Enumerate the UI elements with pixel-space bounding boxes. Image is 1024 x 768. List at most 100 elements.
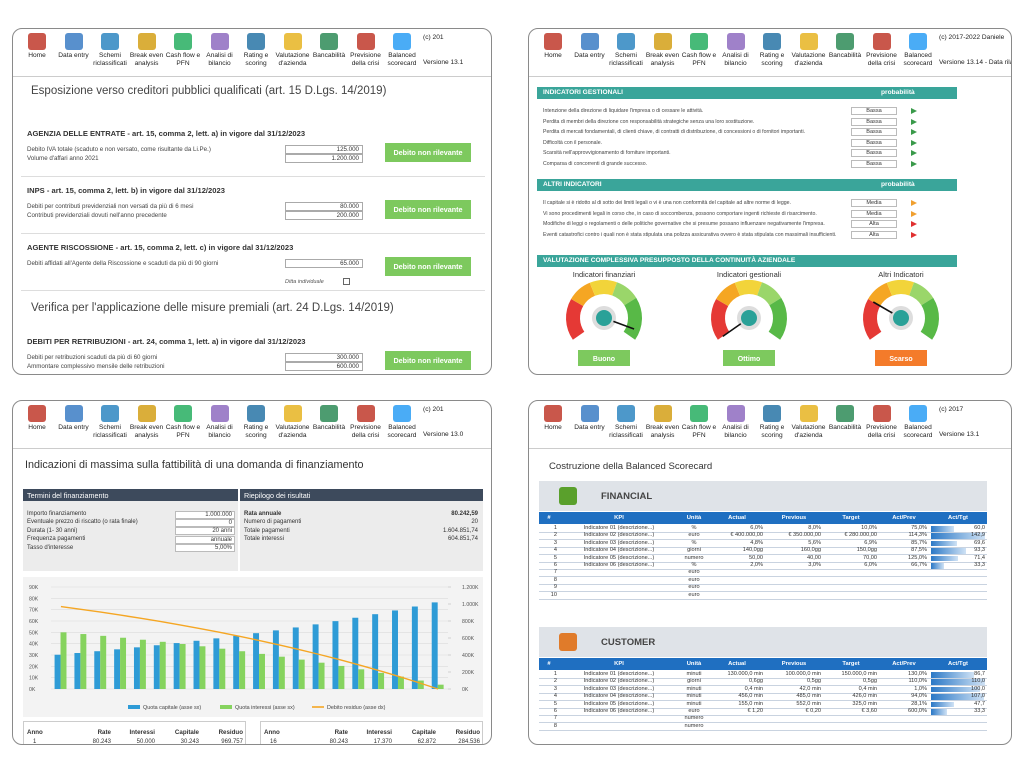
toolbar-icon[interactable]	[247, 33, 265, 50]
toolbar-label[interactable]: Bancabilità	[312, 52, 346, 59]
toolbar-icon[interactable]	[28, 405, 46, 422]
toolbar-icon[interactable]	[909, 405, 927, 422]
toolbar-label[interactable]: Data entry	[574, 52, 605, 59]
status-button[interactable]: Debito non rilevante	[385, 143, 471, 162]
toolbar-icon[interactable]	[872, 33, 891, 50]
toolbar-icon[interactable]	[544, 33, 562, 50]
toolbar-icon[interactable]	[137, 405, 156, 422]
toolbar-icon[interactable]	[101, 33, 119, 50]
toolbar-icon[interactable]	[653, 33, 672, 50]
toolbar-label[interactable]: Break even analysis	[129, 424, 164, 439]
toolbar-icon[interactable]	[64, 405, 83, 422]
toolbar-label[interactable]: Valutazione d'azienda	[275, 52, 310, 67]
toolbar-icon[interactable]	[653, 405, 672, 422]
level-box[interactable]: Bassa	[851, 128, 897, 136]
toolbar-icon[interactable]	[64, 33, 83, 50]
level-box[interactable]: Media	[851, 199, 897, 207]
status-button[interactable]: Debito non rilevante	[385, 257, 471, 276]
toolbar-label[interactable]: Break even analysis	[129, 52, 164, 67]
status-button[interactable]: Debito non rilevante	[385, 351, 471, 370]
toolbar-label[interactable]: Valutazione d'azienda	[791, 52, 826, 67]
toolbar-label[interactable]: Balanced scorecard	[903, 424, 933, 439]
toolbar-icon[interactable]	[174, 405, 192, 422]
toolbar-icon[interactable]	[544, 405, 562, 422]
toolbar-label[interactable]: Bancabilità	[828, 52, 862, 59]
toolbar-icon[interactable]	[909, 33, 927, 50]
toolbar-label[interactable]: Valutazione d'azienda	[275, 424, 310, 439]
toolbar-icon[interactable]	[356, 33, 375, 50]
level-box[interactable]: Bassa	[851, 138, 897, 147]
toolbar-icon[interactable]	[320, 405, 338, 422]
toolbar-label[interactable]: Data entry	[58, 424, 89, 431]
checkbox[interactable]	[343, 278, 350, 285]
toolbar-icon[interactable]	[393, 33, 411, 50]
level-box[interactable]: Bassa	[851, 149, 897, 157]
toolbar-label[interactable]: Home	[544, 424, 562, 431]
toolbar-icon[interactable]	[763, 405, 781, 422]
toolbar-label[interactable]: Previsione della crisi	[350, 424, 381, 439]
toolbar-label[interactable]: Bancabilità	[828, 424, 862, 431]
toolbar-icon[interactable]	[580, 33, 599, 50]
toolbar-icon[interactable]	[137, 33, 156, 50]
toolbar-label[interactable]: Analisi di bilancio	[206, 52, 233, 67]
status-button[interactable]: Debito non rilevante	[385, 200, 471, 219]
level-box[interactable]: Bassa	[851, 117, 897, 126]
toolbar-icon[interactable]	[210, 33, 229, 50]
toolbar-icon[interactable]	[836, 405, 854, 422]
toolbar-label[interactable]: Data entry	[58, 52, 89, 59]
toolbar-icon[interactable]	[726, 33, 745, 50]
toolbar-label[interactable]: Bancabilità	[312, 424, 346, 431]
toolbar-icon[interactable]	[690, 405, 708, 422]
toolbar-icon[interactable]	[283, 33, 302, 50]
toolbar-icon[interactable]	[799, 33, 818, 50]
toolbar-label[interactable]: Valutazione d'azienda	[791, 424, 826, 439]
level-box[interactable]: Bassa	[851, 159, 897, 168]
toolbar-icon[interactable]	[283, 405, 302, 422]
toolbar-icon[interactable]	[320, 33, 338, 50]
toolbar-label[interactable]: Cash flow e PFN	[165, 52, 201, 67]
toolbar-label[interactable]: Schemi riclassificati	[93, 424, 127, 439]
toolbar-icon[interactable]	[580, 405, 599, 422]
toolbar-label[interactable]: Analisi di bilancio	[722, 424, 749, 439]
toolbar-label[interactable]: Balanced scorecard	[903, 52, 933, 67]
toolbar-label[interactable]: Schemi riclassificati	[609, 424, 643, 439]
toolbar-icon[interactable]	[763, 33, 781, 50]
toolbar-label[interactable]: Cash flow e PFN	[681, 424, 717, 439]
toolbar-label[interactable]: Rating e scoring	[243, 52, 269, 67]
toolbar-label[interactable]: Rating e scoring	[759, 424, 785, 439]
toolbar-label[interactable]: Break even analysis	[645, 424, 680, 439]
toolbar-icon[interactable]	[101, 405, 119, 422]
toolbar-label[interactable]: Schemi riclassificati	[609, 52, 643, 67]
level-box[interactable]: Alta	[851, 230, 897, 239]
toolbar-label[interactable]: Balanced scorecard	[387, 52, 417, 67]
toolbar-icon[interactable]	[872, 405, 891, 422]
toolbar-label[interactable]: Previsione della crisi	[866, 52, 897, 67]
toolbar-icon[interactable]	[247, 405, 265, 422]
toolbar-label[interactable]: Home	[544, 52, 562, 59]
level-box[interactable]: Alta	[851, 220, 897, 228]
toolbar-label[interactable]: Previsione della crisi	[350, 52, 381, 67]
toolbar-label[interactable]: Home	[28, 424, 46, 431]
toolbar-label[interactable]: Data entry	[574, 424, 605, 431]
toolbar-icon[interactable]	[799, 405, 818, 422]
toolbar-label[interactable]: Analisi di bilancio	[206, 424, 233, 439]
toolbar-label[interactable]: Home	[28, 52, 46, 59]
toolbar-label[interactable]: Schemi riclassificati	[93, 52, 127, 67]
toolbar-label[interactable]: Rating e scoring	[243, 424, 269, 439]
toolbar-icon[interactable]	[356, 405, 375, 422]
toolbar-icon[interactable]	[210, 405, 229, 422]
toolbar-label[interactable]: Break even analysis	[645, 52, 680, 67]
toolbar-label[interactable]: Cash flow e PFN	[681, 52, 717, 67]
toolbar-label[interactable]: Previsione della crisi	[866, 424, 897, 439]
toolbar-icon[interactable]	[393, 405, 411, 422]
toolbar-icon[interactable]	[617, 33, 635, 50]
toolbar-icon[interactable]	[28, 33, 46, 50]
toolbar-icon[interactable]	[836, 33, 854, 50]
toolbar-label[interactable]: Rating e scoring	[759, 52, 785, 67]
toolbar-label[interactable]: Cash flow e PFN	[165, 424, 201, 439]
toolbar-icon[interactable]	[174, 33, 192, 50]
toolbar-label[interactable]: Balanced scorecard	[387, 424, 417, 439]
level-box[interactable]: Bassa	[851, 107, 897, 115]
level-box[interactable]: Media	[851, 209, 897, 218]
toolbar-label[interactable]: Analisi di bilancio	[722, 52, 749, 67]
